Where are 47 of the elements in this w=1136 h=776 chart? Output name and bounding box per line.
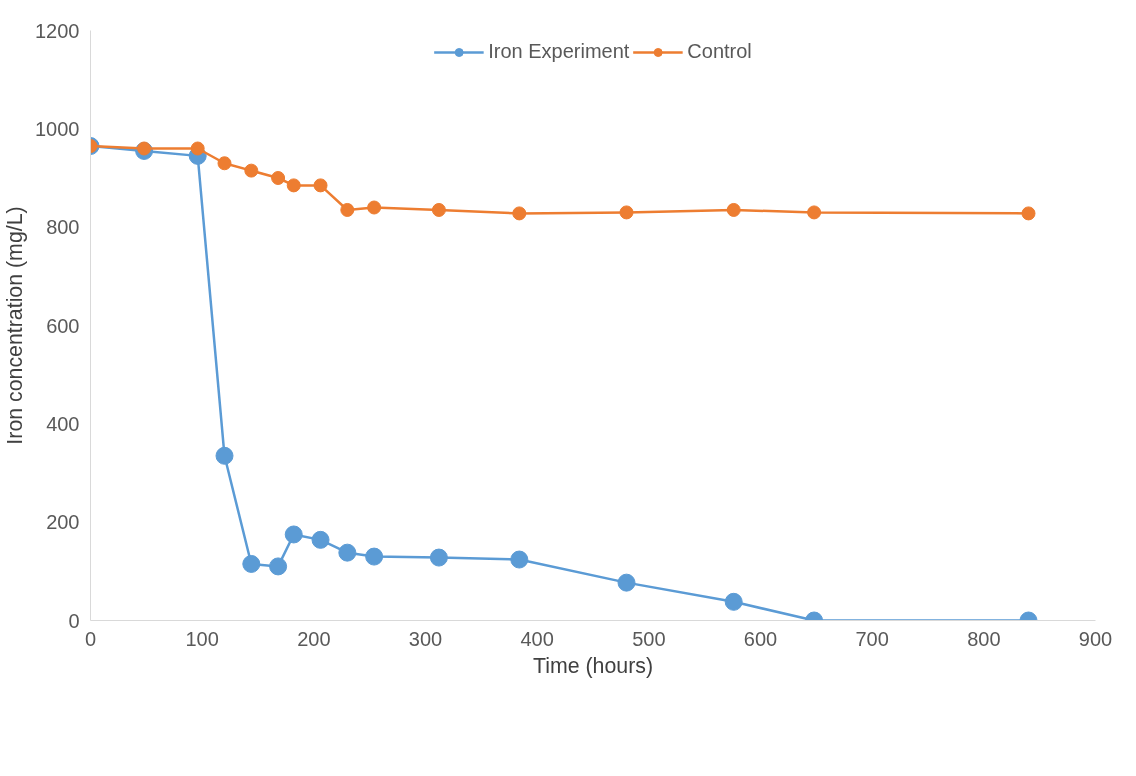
point [242, 554, 261, 573]
y-tick-label: 800 [46, 216, 80, 239]
point [726, 202, 741, 217]
x-tick-label: 600 [743, 627, 778, 650]
y-tick-label: 200 [46, 511, 80, 534]
y-tick-label: 0 [68, 609, 80, 632]
point [311, 530, 330, 549]
point [431, 202, 446, 217]
point [724, 592, 743, 611]
x-tick-label: 400 [520, 627, 554, 650]
point [512, 206, 527, 221]
x-tick-label: 0 [84, 627, 97, 650]
point [286, 178, 301, 193]
point [313, 178, 328, 193]
point [617, 573, 636, 592]
point [271, 171, 286, 185]
x-tick-label: 900 [1078, 627, 1113, 650]
point [429, 548, 448, 567]
point [807, 205, 822, 220]
x-axis-title: Time (hours) [532, 653, 654, 678]
y-axis-title: Iron concentration (mg/L) [3, 206, 28, 445]
point [269, 557, 288, 576]
point [365, 547, 384, 566]
x-tick-label: 200 [297, 627, 331, 650]
x-tick-label: 100 [185, 627, 219, 650]
point [244, 163, 259, 178]
x-tick-label: 700 [855, 627, 889, 650]
point [340, 202, 355, 217]
y-tick-label: 1000 [35, 117, 80, 140]
point [217, 156, 232, 171]
x-tick-label: 300 [408, 627, 443, 650]
point [338, 543, 357, 562]
point [190, 141, 205, 156]
x-tick-label: 800 [967, 627, 1001, 650]
y-tick-label: 1200 [35, 19, 80, 42]
point [1021, 206, 1036, 221]
point [137, 141, 152, 156]
x-tick-label: 500 [632, 627, 666, 650]
point [510, 550, 529, 569]
y-tick-label: 400 [46, 412, 80, 435]
legend-label: Iron Experiment [488, 40, 630, 63]
point [215, 446, 234, 465]
point [284, 525, 303, 544]
y-tick-label: 600 [46, 314, 80, 337]
point [619, 205, 634, 220]
legend-label: Control [687, 40, 752, 63]
point [367, 200, 382, 215]
